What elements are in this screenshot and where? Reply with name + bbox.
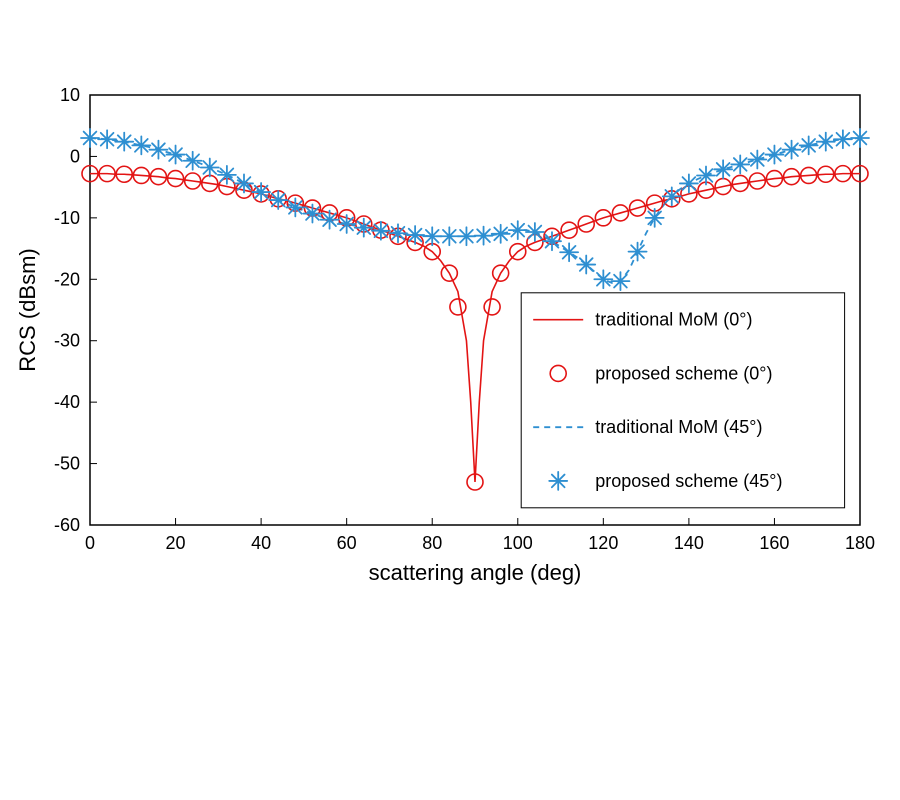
series-prop45-marker [543, 232, 561, 250]
series-prop45-marker [817, 133, 835, 151]
series-prop45-marker [149, 141, 167, 159]
x-tick-label: 0 [85, 533, 95, 553]
x-tick-label: 100 [503, 533, 533, 553]
series-prop45-marker [714, 160, 732, 178]
x-tick-label: 80 [422, 533, 442, 553]
series-prop45-marker [235, 174, 253, 192]
series-prop45-marker [406, 226, 424, 244]
x-tick-label: 120 [588, 533, 618, 553]
series-prop45-marker [800, 136, 818, 154]
y-axis-label: RCS (dBsm) [15, 248, 40, 371]
legend-label: proposed scheme (0°) [595, 363, 772, 383]
series-prop45-marker [526, 223, 544, 241]
y-tick-label: -20 [54, 269, 80, 289]
series-prop45-marker [252, 183, 270, 201]
legend-label: traditional MoM (45°) [595, 417, 762, 437]
series-prop45-marker [286, 198, 304, 216]
series-prop45-marker [355, 219, 373, 237]
series-prop45-marker [167, 146, 185, 164]
series-prop45-marker [184, 152, 202, 170]
x-tick-label: 40 [251, 533, 271, 553]
series-prop45-marker [321, 211, 339, 229]
series-prop45-marker [577, 256, 595, 274]
x-tick-label: 60 [337, 533, 357, 553]
series-prop45-marker [81, 129, 99, 147]
x-tick-label: 160 [759, 533, 789, 553]
x-axis-label: scattering angle (deg) [369, 560, 582, 585]
y-tick-label: -60 [54, 515, 80, 535]
series-prop45-marker [560, 243, 578, 261]
y-tick-label: -40 [54, 392, 80, 412]
y-tick-label: 10 [60, 85, 80, 105]
series-prop45-marker [646, 209, 664, 227]
series-prop45-marker [98, 130, 116, 148]
series-prop45-marker [663, 187, 681, 205]
legend-label: traditional MoM (0°) [595, 310, 752, 330]
series-prop45-marker [389, 224, 407, 242]
legend-swatch [549, 472, 567, 490]
y-tick-label: -10 [54, 208, 80, 228]
series-prop0-marker [450, 299, 466, 315]
series-prop45-marker [509, 221, 527, 239]
x-tick-label: 20 [166, 533, 186, 553]
series-prop45-marker [475, 227, 493, 245]
series-prop45-marker [423, 227, 441, 245]
series-prop45-marker [132, 136, 150, 154]
series-prop45-marker [731, 155, 749, 173]
series-prop45-marker [611, 272, 629, 290]
y-tick-label: -30 [54, 331, 80, 351]
x-tick-label: 140 [674, 533, 704, 553]
series-prop45-marker [594, 270, 612, 288]
series-prop45-marker [303, 205, 321, 223]
series-prop45-marker [201, 158, 219, 176]
series-prop45-marker [218, 166, 236, 184]
series-prop45-marker [492, 225, 510, 243]
series-prop45-marker [440, 227, 458, 245]
series-prop45-marker [457, 227, 475, 245]
series-prop45-marker [783, 141, 801, 159]
series-prop45-marker [834, 130, 852, 148]
series-prop45-marker [372, 222, 390, 240]
series-prop45-marker [269, 191, 287, 209]
series-prop45-marker [629, 243, 647, 261]
series-prop0-marker [484, 299, 500, 315]
y-tick-label: 0 [70, 146, 80, 166]
rcs-figure: 020406080100120140160180-60-50-40-30-20-… [0, 0, 900, 800]
series-prop45-marker [748, 151, 766, 169]
y-tick-label: -50 [54, 454, 80, 474]
series-prop45-marker [697, 166, 715, 184]
series-prop45-marker [851, 129, 869, 147]
legend-label: proposed scheme (45°) [595, 471, 782, 491]
series-prop45-marker [765, 146, 783, 164]
series-prop45-marker [680, 174, 698, 192]
x-tick-label: 180 [845, 533, 875, 553]
series-prop45-marker [338, 215, 356, 233]
series-prop45-marker [115, 133, 133, 151]
chart-svg: 020406080100120140160180-60-50-40-30-20-… [0, 0, 900, 800]
